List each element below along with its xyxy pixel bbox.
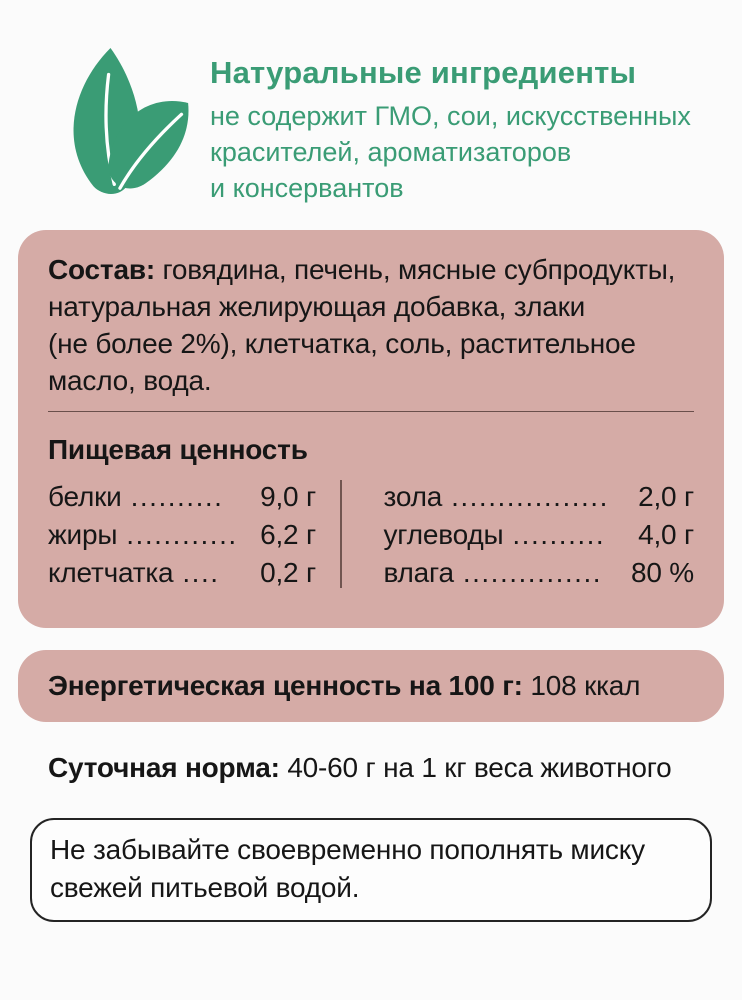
page-title: Натуральные ингредиенты (210, 55, 637, 90)
dot-leader: .......... (130, 481, 224, 512)
dot-leader: ............... (462, 557, 603, 588)
energy-value: 108 ккал (522, 670, 641, 701)
nutrition-row-carbs: углеводы .......... 4,0 г (384, 516, 695, 554)
water-note-box: Не забывайте своевременно пополнять миск… (30, 818, 712, 922)
nutrition-row-fats: жиры ............ 6,2 г (48, 516, 316, 554)
nutrient-label: жиры (48, 519, 118, 550)
nutrition-row-ash: зола ................. 2,0 г (384, 478, 695, 516)
nutrition-columns: белки .......... 9,0 г жиры ............… (48, 478, 694, 592)
nutrient-label: клетчатка (48, 557, 174, 588)
nutrient-value: 0,2 г (260, 557, 316, 588)
nutrient-value: 9,0 г (260, 481, 316, 512)
daily-norm-label: Суточная норма: (48, 752, 280, 783)
energy-value-card: Энергетическая ценность на 100 г: 108 кк… (18, 650, 724, 722)
nutrient-value: 2,0 г (638, 481, 694, 512)
nutrient-value: 4,0 г (638, 519, 694, 550)
energy-label: Энергетическая ценность на 100 г: (48, 670, 523, 701)
nutrition-right-column: зола ................. 2,0 г углеводы ..… (384, 478, 695, 592)
dot-leader: .... (182, 557, 220, 588)
composition-text: Состав: говядина, печень, мясные субпрод… (48, 251, 694, 399)
nutrient-label: белки (48, 481, 122, 512)
nutrition-left-column: белки .......... 9,0 г жиры ............… (48, 478, 316, 592)
leaves-icon (73, 48, 189, 194)
page-subtitle: не содержит ГМО, сои, искусственных крас… (210, 101, 691, 203)
nutrition-row-proteins: белки .......... 9,0 г (48, 478, 316, 516)
horizontal-divider (48, 411, 694, 412)
vertical-divider (340, 480, 342, 588)
composition-label: Состав: (48, 254, 155, 285)
water-note-text: Не забывайте своевременно пополнять миск… (50, 834, 645, 903)
composition-card: Состав: говядина, печень, мясные субпрод… (18, 230, 724, 628)
energy-text: Энергетическая ценность на 100 г: 108 кк… (48, 670, 641, 702)
daily-norm-value: 40-60 г на 1 кг веса животного (279, 752, 672, 783)
nutrient-label: зола (383, 481, 443, 512)
nutrition-heading: Пищевая ценность (48, 434, 308, 465)
composition-ingredients: говядина, печень, мясные субпродукты, на… (48, 254, 676, 396)
nutrient-value: 6,2 г (260, 519, 316, 550)
header-text-block: Натуральные ингредиенты не содержит ГМО,… (210, 55, 710, 206)
nutrient-label: влага (383, 557, 455, 588)
dot-leader: ................. (451, 481, 609, 512)
daily-norm-line: Суточная норма: 40-60 г на 1 кг веса жив… (48, 752, 672, 784)
dot-leader: .......... (512, 519, 606, 550)
nutrition-row-moisture: влага ............... 80 % (384, 554, 695, 592)
nutrient-label: углеводы (383, 519, 504, 550)
dot-leader: ............ (126, 519, 238, 550)
nutrition-row-fiber: клетчатка .... 0,2 г (48, 554, 316, 592)
nutrient-value: 80 % (630, 557, 694, 588)
